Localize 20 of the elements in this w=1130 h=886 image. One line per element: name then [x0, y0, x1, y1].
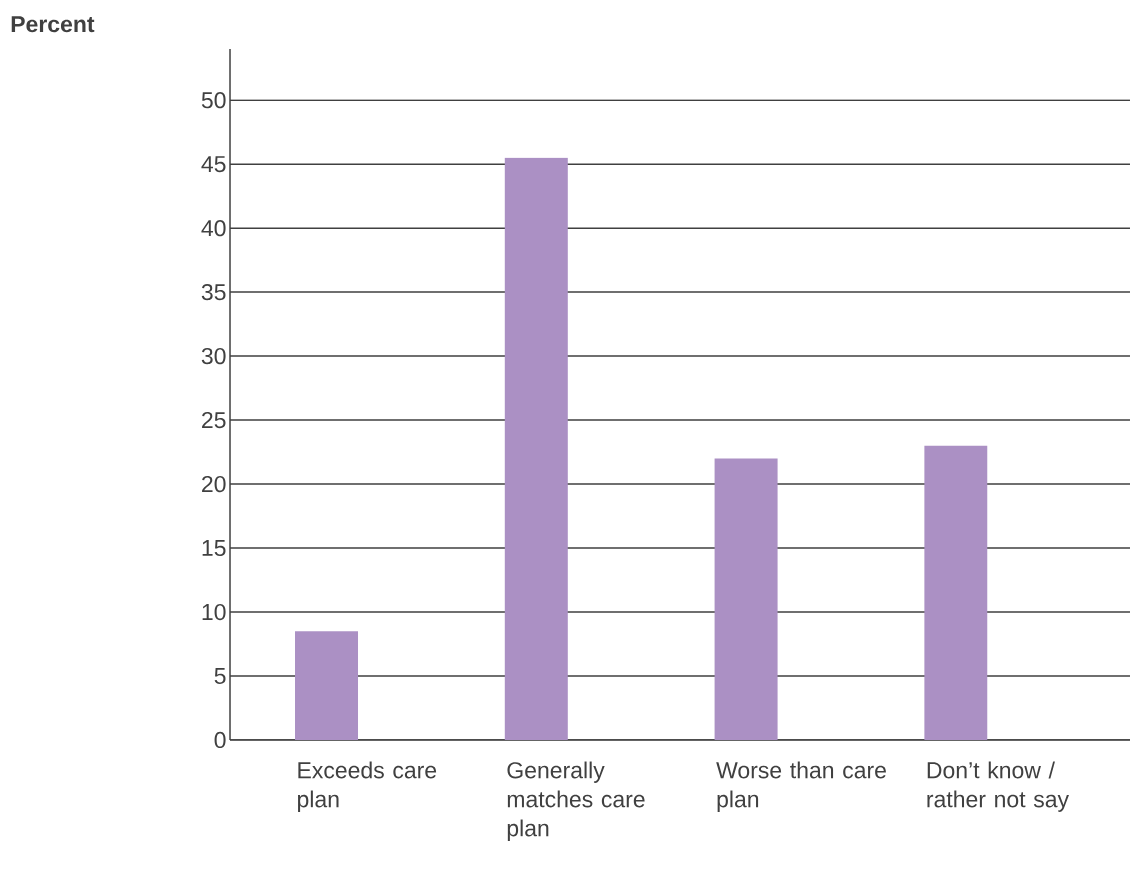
y-tick-label: 50 [201, 92, 226, 109]
y-tick-label: 40 [201, 220, 226, 237]
y-tick-label: 15 [202, 540, 226, 557]
x-tick-label: Generally matches care plan [507, 761, 645, 841]
bar [714, 458, 778, 740]
y-tick-label: 20 [202, 475, 226, 493]
y-tick-label: 10 [202, 603, 226, 621]
bar [295, 631, 359, 740]
bar [924, 445, 988, 740]
y-axis-title: Percent [11, 16, 95, 33]
y-tick-label: 30 [201, 347, 226, 365]
x-tick-label: Exceeds care plan [298, 761, 437, 812]
bar [504, 157, 568, 740]
y-tick-label: 35 [201, 283, 226, 301]
y-tick-label: 25 [202, 411, 226, 429]
y-tick-label: 5 [214, 667, 226, 685]
y-tick-label: 45 [201, 156, 226, 173]
x-tick-label: Worse than care plan [716, 761, 886, 812]
y-tick-label: 0 [214, 731, 226, 749]
x-tick-label: Don’t know / rather not say [927, 761, 1069, 812]
